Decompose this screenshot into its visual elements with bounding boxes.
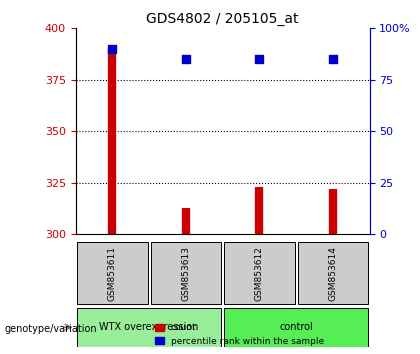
- Legend: count, percentile rank within the sample: count, percentile rank within the sample: [151, 320, 328, 349]
- Point: [109, 46, 116, 52]
- FancyBboxPatch shape: [77, 242, 148, 304]
- FancyBboxPatch shape: [224, 308, 368, 347]
- FancyBboxPatch shape: [297, 242, 368, 304]
- Title: GDS4802 / 205105_at: GDS4802 / 205105_at: [146, 12, 299, 26]
- FancyBboxPatch shape: [77, 308, 221, 347]
- Point: [256, 56, 263, 62]
- Text: GSM853614: GSM853614: [328, 246, 337, 301]
- Point: [182, 56, 189, 62]
- FancyBboxPatch shape: [151, 242, 221, 304]
- Point: [330, 56, 336, 62]
- Text: GSM853613: GSM853613: [181, 246, 190, 301]
- Text: WTX overexpression: WTX overexpression: [100, 322, 199, 332]
- Text: control: control: [279, 322, 313, 332]
- Text: genotype/variation: genotype/variation: [4, 324, 97, 333]
- Text: GSM853611: GSM853611: [108, 246, 117, 301]
- FancyBboxPatch shape: [224, 242, 295, 304]
- Text: GSM853612: GSM853612: [255, 246, 264, 301]
